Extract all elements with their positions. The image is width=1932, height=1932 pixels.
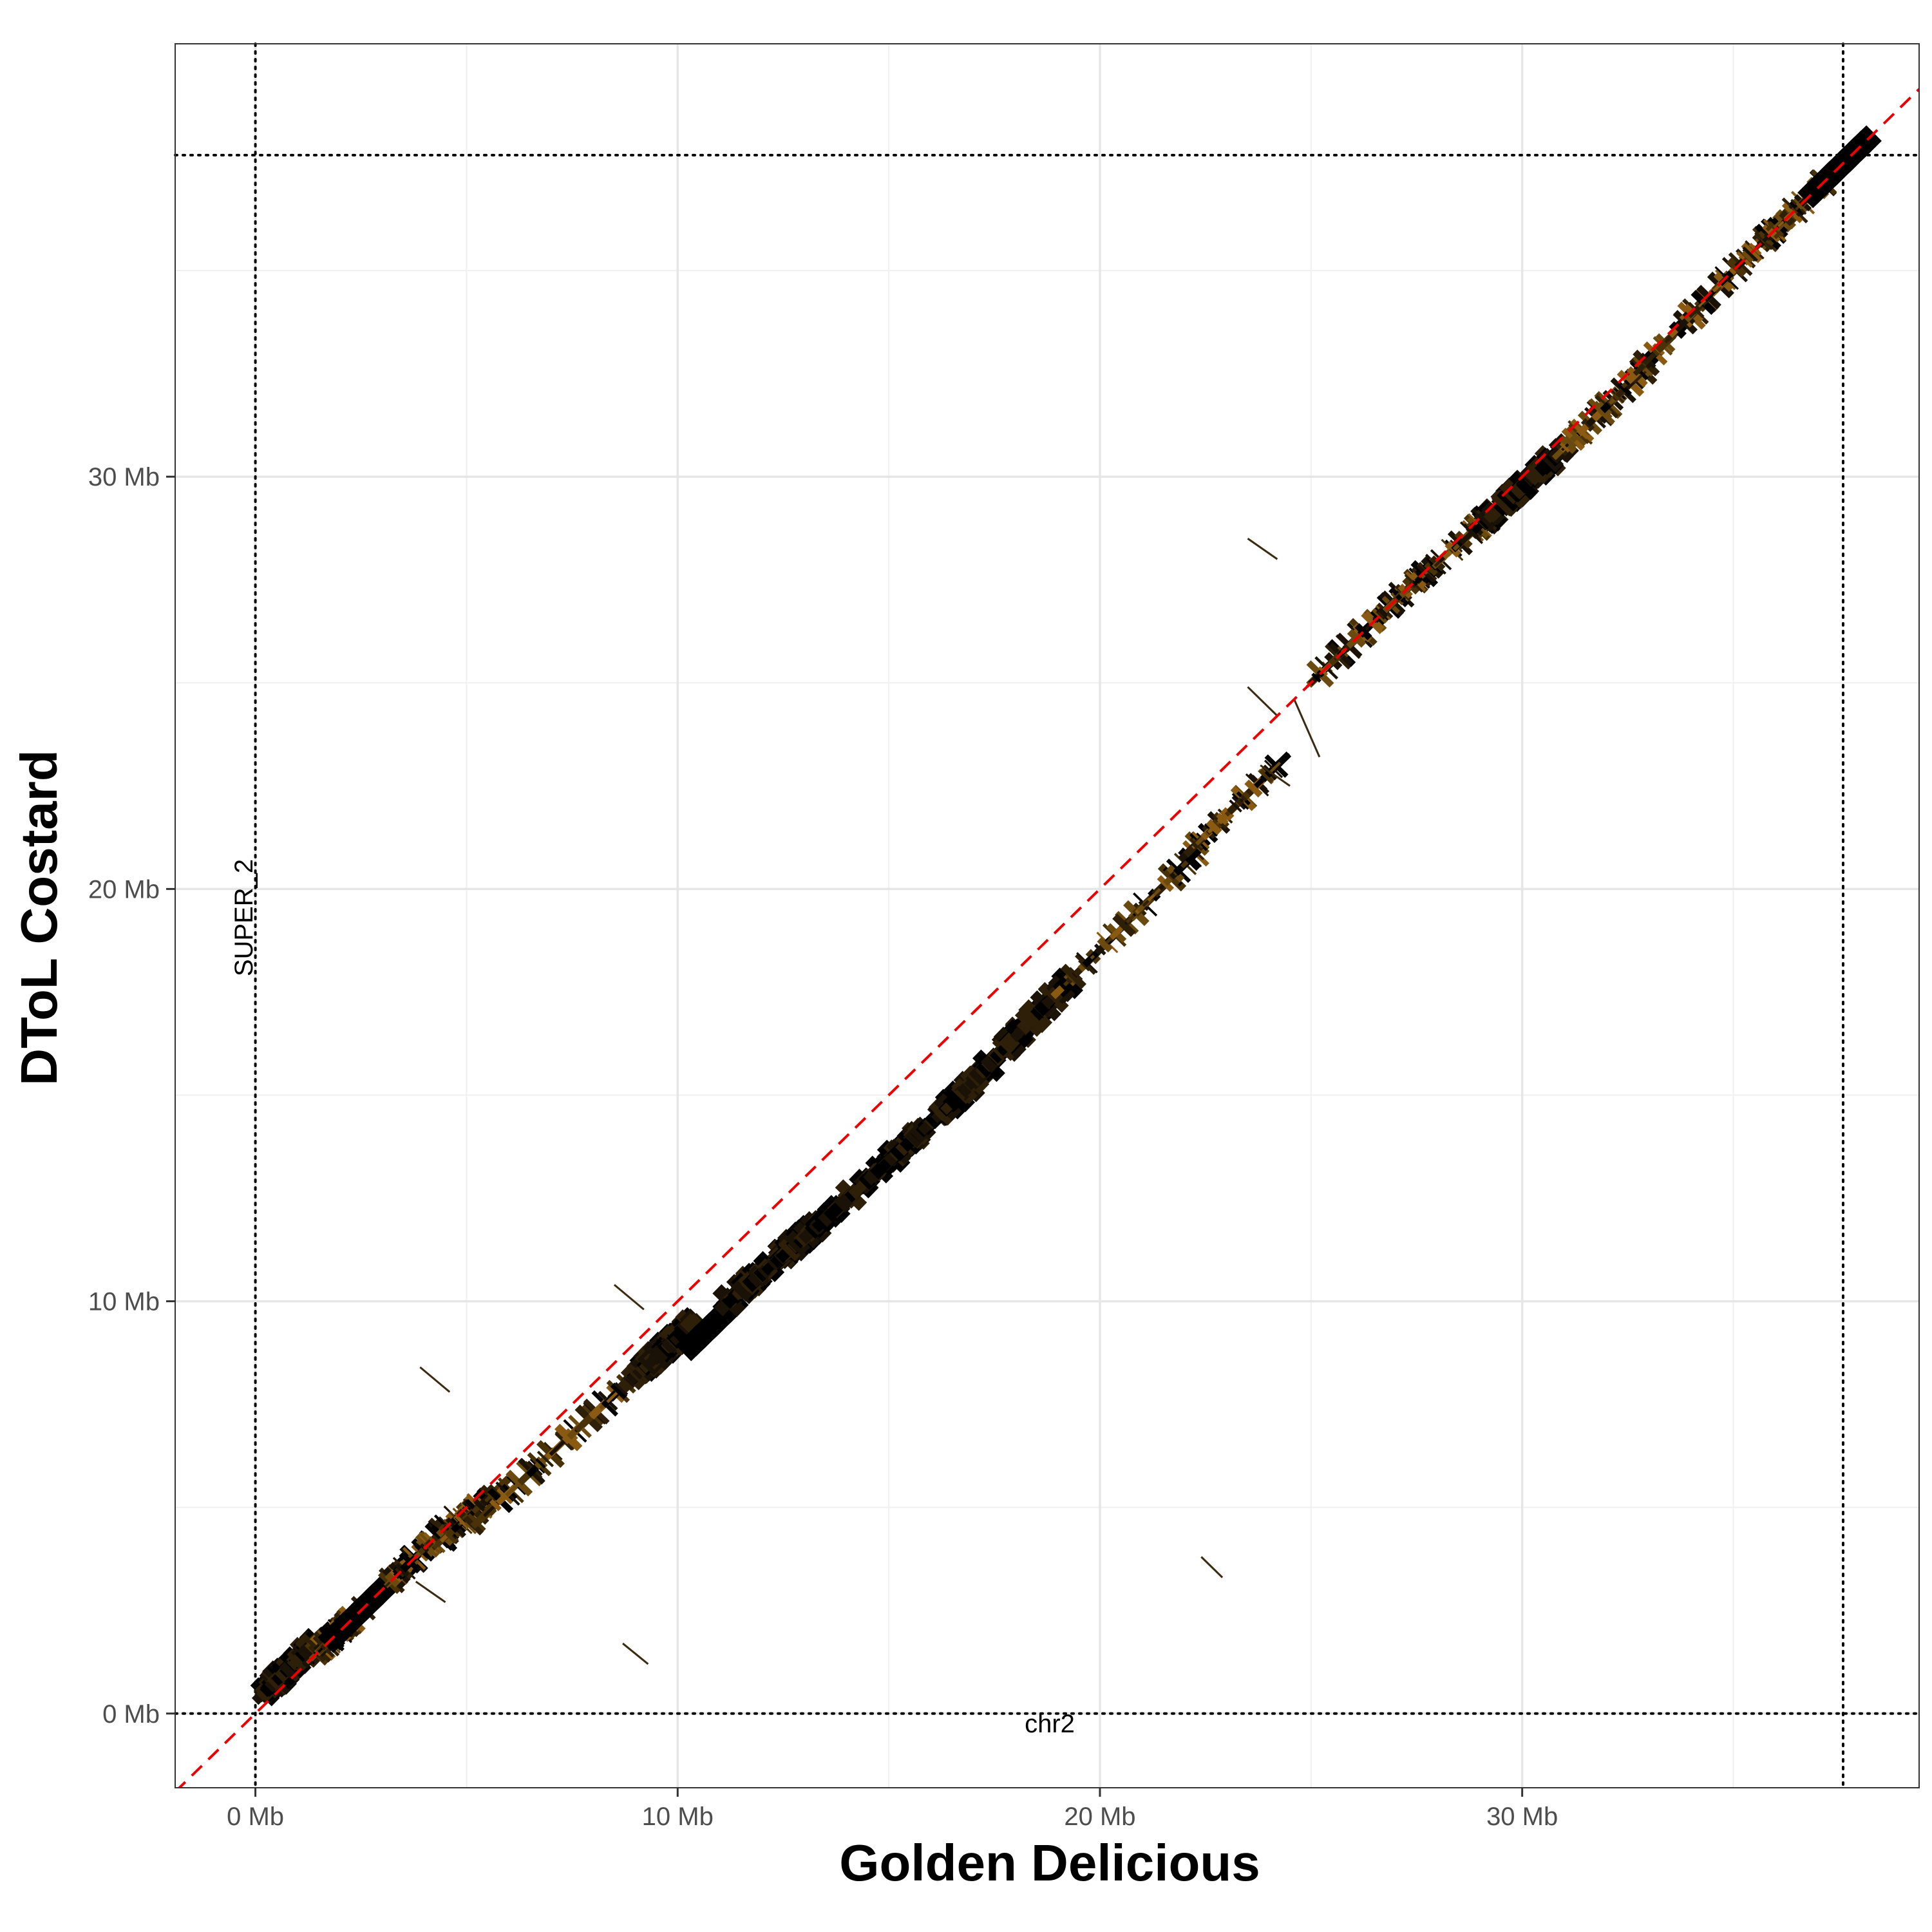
x-axis-title: Golden Delicious xyxy=(839,1834,1260,1891)
alignment-segment xyxy=(1268,761,1282,774)
y-tick-label: 20 Mb xyxy=(88,875,160,904)
outlier-segment xyxy=(1260,764,1291,787)
x-tick-label: 20 Mb xyxy=(1064,1803,1135,1831)
alignment-segment xyxy=(818,1208,837,1227)
outlier-segment xyxy=(1293,699,1321,758)
chromosome-boundary-lines xyxy=(174,43,1920,1789)
alignment-segment xyxy=(833,1194,853,1213)
alignment-block xyxy=(618,1307,709,1393)
alignment-block xyxy=(1621,252,1753,389)
alignment-segment xyxy=(1050,985,1065,999)
outlier-segment xyxy=(419,1366,451,1393)
alignment-segment xyxy=(682,1312,704,1334)
y-tick-label: 10 Mb xyxy=(88,1288,160,1316)
alignment-segment xyxy=(1003,1029,1023,1050)
alignment-segment xyxy=(1516,474,1536,494)
identity-dashed-line xyxy=(177,87,1919,1788)
alignment-block xyxy=(463,1369,642,1536)
alignment-segment xyxy=(1742,246,1758,262)
x-tick-label: 30 Mb xyxy=(1486,1803,1558,1831)
outlier-segment xyxy=(622,1642,649,1665)
y-tick-label: 30 Mb xyxy=(88,463,160,491)
alignment-segment xyxy=(1229,799,1242,813)
alignment-segment xyxy=(1112,926,1124,938)
outlier-segment xyxy=(1200,1556,1224,1578)
alignment-segment xyxy=(489,1499,502,1511)
alignment-segment xyxy=(536,1450,554,1468)
x-tick-label: 10 Mb xyxy=(642,1803,714,1831)
alignment-segment xyxy=(296,1643,315,1662)
alignment-segment xyxy=(1372,608,1388,624)
alignment-segment xyxy=(526,1464,539,1478)
alignment-block xyxy=(1050,838,1211,999)
axis-ticks: 0 Mb 10 Mb 20 Mb 30 Mb 0 Mb 10 Mb 20 Mb 30 Mb xyxy=(88,463,1558,1831)
alignment-segment xyxy=(895,1140,911,1156)
outlier-segment xyxy=(415,1580,446,1604)
alignment-block xyxy=(712,1209,834,1318)
alignment-segment xyxy=(506,1470,533,1497)
alignment-segment xyxy=(1065,972,1077,985)
outlier-segment xyxy=(1247,537,1278,560)
alignment-segment xyxy=(1258,768,1274,784)
alignment-segment xyxy=(1741,251,1754,263)
alignment-segment xyxy=(610,1382,628,1400)
alignment-segment xyxy=(473,1499,488,1513)
alignment-segment xyxy=(1674,317,1689,333)
alignment-segment xyxy=(730,1276,757,1302)
alignment-segment xyxy=(614,1382,629,1396)
alignment-segment xyxy=(1206,819,1222,835)
x-tick-label: 0 Mb xyxy=(227,1803,284,1831)
alignment-segment xyxy=(869,1162,887,1180)
alignment-segment xyxy=(537,1456,548,1467)
alignment-segment xyxy=(1466,526,1479,540)
identity-line xyxy=(177,87,1919,1788)
alignment-segment xyxy=(535,1457,547,1469)
alignment-segment xyxy=(464,1522,477,1535)
y-axis-title: DToL Costard xyxy=(10,750,68,1085)
y-tick-label: 0 Mb xyxy=(102,1700,160,1728)
x-chrom-label: chr2 xyxy=(1025,1710,1075,1738)
y-chrom-label: SUPER_2 xyxy=(230,859,258,976)
alignment-segment xyxy=(1163,869,1180,886)
alignment-segment xyxy=(1510,483,1526,500)
alignment-segment xyxy=(1617,381,1633,397)
outlier-segment xyxy=(613,1283,645,1311)
alignment-segment xyxy=(1559,442,1570,453)
alignment-segment xyxy=(1424,562,1438,576)
panel-border xyxy=(175,43,1920,1788)
outlier-segment xyxy=(1247,686,1278,717)
alignment-block xyxy=(947,967,1083,1109)
